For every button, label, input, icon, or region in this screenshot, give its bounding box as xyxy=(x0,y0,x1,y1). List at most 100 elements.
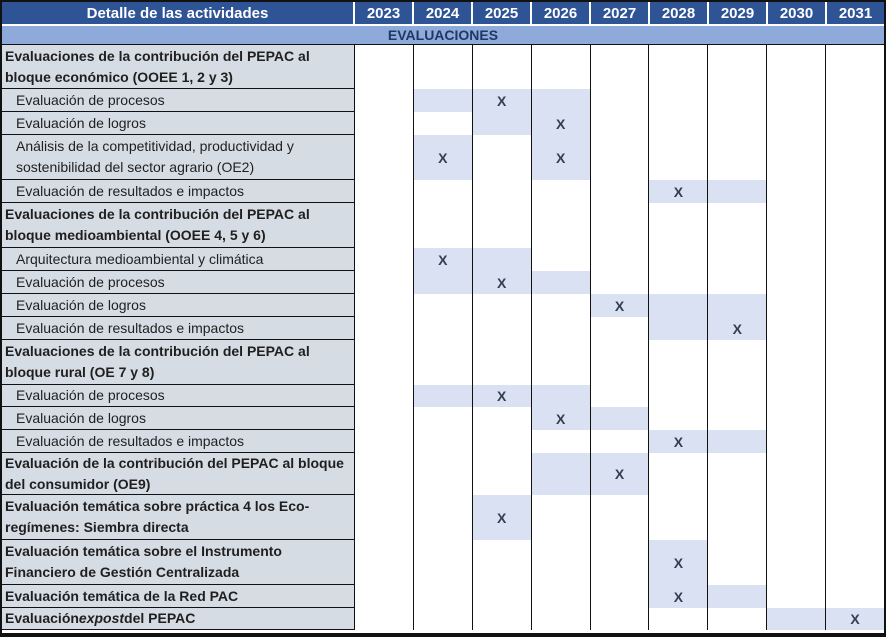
year-cell-2030 xyxy=(767,45,827,89)
year-cell-2031 xyxy=(826,135,884,180)
year-cell-2030 xyxy=(767,317,827,340)
year-cell-2026 xyxy=(532,608,591,630)
year-header-2024: 2024 xyxy=(414,2,473,24)
year-cell-2030 xyxy=(767,180,827,203)
year-cell-2027 xyxy=(591,495,650,540)
year-cell-2028 xyxy=(649,340,709,385)
year-cell-2029 xyxy=(708,271,768,294)
year-cell-2027 xyxy=(591,248,650,271)
year-cell-2031 xyxy=(826,248,884,271)
year-cell-2027 xyxy=(591,180,650,203)
year-cell-2028 xyxy=(649,317,709,340)
year-header-2029: 2029 xyxy=(709,2,768,24)
year-cell-2029 xyxy=(708,89,768,112)
year-cell-2029 xyxy=(708,385,768,407)
year-cell-2028: X xyxy=(649,585,709,608)
year-cell-2025 xyxy=(473,453,532,495)
year-cell-2026 xyxy=(531,89,591,112)
year-cell-2024 xyxy=(413,271,473,294)
year-cell-2031 xyxy=(826,45,884,89)
activity-row: Arquitectura medioambiental y climática X xyxy=(2,248,884,271)
year-cell-2023 xyxy=(355,135,414,180)
activity-row: Evaluación de logros X xyxy=(2,407,884,430)
year-cell-2027 xyxy=(591,135,650,180)
year-cell-2024 xyxy=(414,585,473,608)
x-mark: X xyxy=(673,433,684,450)
year-cell-2026 xyxy=(532,430,591,453)
year-cell-2024 xyxy=(414,203,473,248)
activity-row: Evaluaciones de la contribución del PEPA… xyxy=(2,340,884,385)
year-cell-2026 xyxy=(531,271,591,294)
year-cell-2028 xyxy=(649,112,709,135)
year-cell-2029 xyxy=(708,112,768,135)
year-cell-2025 xyxy=(473,540,532,585)
table-body: Evaluaciones de la contribución del PEPA… xyxy=(2,45,884,630)
year-cell-2025 xyxy=(473,180,532,203)
year-cell-2024: X xyxy=(413,248,473,271)
activity-label: Evaluación de resultados e impactos xyxy=(2,430,355,453)
year-cell-2030 xyxy=(767,385,827,407)
year-cell-2029 xyxy=(708,248,768,271)
year-cell-2027 xyxy=(590,407,650,430)
year-header-2023: 2023 xyxy=(355,2,414,24)
year-cell-2030 xyxy=(767,294,827,317)
year-cell-2026 xyxy=(531,453,591,495)
year-cell-2026 xyxy=(532,340,591,385)
year-cell-2031 xyxy=(826,203,884,248)
year-cell-2026: X xyxy=(531,135,591,180)
year-cell-2030 xyxy=(767,407,827,430)
x-mark: X xyxy=(497,509,507,526)
x-mark: X xyxy=(555,410,566,427)
year-cell-2025 xyxy=(473,45,532,89)
activity-label: Evaluaciones de la contribución del PEPA… xyxy=(2,340,355,385)
activity-label: Análisis de la competitividad, productiv… xyxy=(2,135,355,180)
x-mark: X xyxy=(555,149,566,166)
activity-row: Evaluación temática sobre práctica 4 los… xyxy=(2,495,884,540)
year-cell-2027 xyxy=(591,340,650,385)
year-cell-2023 xyxy=(355,294,414,317)
x-mark: X xyxy=(614,466,625,482)
year-cell-2024: X xyxy=(413,135,473,180)
activity-label: Arquitectura medioambiental y climática xyxy=(2,248,355,271)
year-header-2030: 2030 xyxy=(768,2,827,24)
activity-label-segment: del PEPAC xyxy=(124,610,196,626)
year-cell-2024 xyxy=(414,453,473,495)
year-cell-2026 xyxy=(532,495,591,540)
year-cell-2029: X xyxy=(708,317,768,340)
year-cell-2024 xyxy=(414,540,473,585)
year-cell-2029 xyxy=(708,608,768,630)
year-cell-2028 xyxy=(649,271,709,294)
year-cell-2024 xyxy=(414,45,473,89)
activity-label: Evaluaciones de la contribución del PEPA… xyxy=(2,45,355,89)
year-cell-2029 xyxy=(708,45,768,89)
year-cell-2025: X xyxy=(472,495,532,540)
year-cell-2030 xyxy=(767,340,827,385)
year-cell-2024 xyxy=(414,340,473,385)
year-cell-2028 xyxy=(649,89,709,112)
year-cell-2026 xyxy=(532,317,591,340)
activity-label: Evaluación de procesos xyxy=(2,271,355,294)
year-cell-2027 xyxy=(591,271,650,294)
activity-label: Evaluación de procesos xyxy=(2,89,355,112)
year-cell-2025 xyxy=(473,585,532,608)
year-cell-2026 xyxy=(531,385,591,407)
year-cell-2029 xyxy=(708,430,768,453)
year-cell-2023 xyxy=(355,203,414,248)
year-cell-2024 xyxy=(414,180,473,203)
activity-label: Evaluación de logros xyxy=(2,294,355,317)
year-cell-2031 xyxy=(826,294,884,317)
year-cell-2028 xyxy=(649,385,709,407)
year-cell-2026 xyxy=(532,585,591,608)
year-cell-2027 xyxy=(591,430,650,453)
year-cell-2024 xyxy=(414,407,473,430)
year-cell-2026 xyxy=(532,203,591,248)
year-cell-2023 xyxy=(355,317,414,340)
year-cell-2025 xyxy=(473,430,532,453)
activity-label: Evaluación temática sobre práctica 4 los… xyxy=(2,495,355,540)
year-cell-2024 xyxy=(413,89,473,112)
year-cell-2027 xyxy=(591,540,650,585)
year-cell-2024 xyxy=(414,294,473,317)
year-cell-2023 xyxy=(355,385,414,407)
year-cell-2023 xyxy=(355,45,414,89)
year-cell-2028: X xyxy=(649,180,709,203)
